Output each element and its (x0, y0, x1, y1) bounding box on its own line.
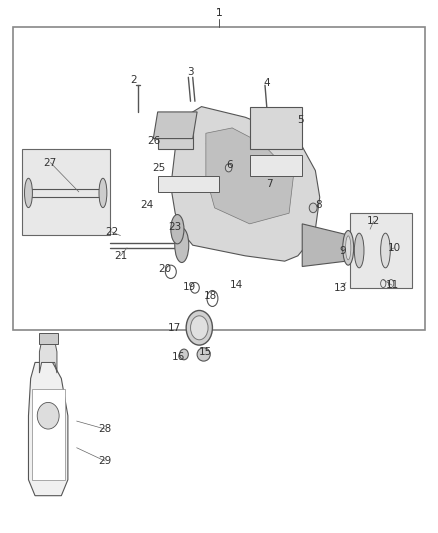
Ellipse shape (197, 348, 210, 361)
FancyBboxPatch shape (22, 149, 110, 235)
Ellipse shape (225, 164, 232, 172)
Text: 5: 5 (297, 115, 304, 125)
Text: 14: 14 (230, 280, 243, 290)
Ellipse shape (191, 316, 208, 340)
Text: 27: 27 (44, 158, 57, 167)
Polygon shape (158, 123, 193, 149)
Text: 20: 20 (159, 264, 172, 274)
Ellipse shape (171, 214, 184, 244)
Ellipse shape (180, 349, 188, 360)
Ellipse shape (354, 233, 364, 268)
Text: 2: 2 (130, 75, 137, 85)
Text: 28: 28 (99, 424, 112, 434)
Text: 25: 25 (152, 163, 166, 173)
Polygon shape (158, 176, 219, 192)
Polygon shape (302, 224, 346, 266)
Ellipse shape (25, 178, 32, 207)
Polygon shape (250, 155, 302, 176)
Ellipse shape (309, 203, 317, 213)
Ellipse shape (343, 230, 354, 265)
Text: 9: 9 (339, 246, 346, 255)
Text: 15: 15 (199, 347, 212, 357)
Text: 1: 1 (215, 9, 223, 18)
Text: 18: 18 (204, 291, 217, 301)
Ellipse shape (346, 236, 351, 260)
Text: 8: 8 (315, 200, 322, 210)
Text: 6: 6 (226, 160, 233, 170)
Ellipse shape (175, 228, 189, 263)
Text: 16: 16 (172, 352, 185, 362)
Text: 23: 23 (169, 222, 182, 231)
Ellipse shape (381, 233, 390, 268)
Text: 11: 11 (385, 280, 399, 290)
Text: 3: 3 (187, 67, 194, 77)
Polygon shape (206, 128, 293, 224)
Text: 22: 22 (105, 227, 118, 237)
Text: 24: 24 (140, 200, 153, 210)
FancyBboxPatch shape (350, 213, 412, 288)
Polygon shape (171, 107, 320, 261)
Polygon shape (28, 362, 68, 496)
Polygon shape (39, 333, 58, 344)
Circle shape (37, 402, 59, 429)
Polygon shape (39, 341, 57, 373)
Text: 17: 17 (168, 323, 181, 333)
Polygon shape (153, 112, 197, 139)
Text: 19: 19 (183, 282, 196, 292)
Text: 12: 12 (367, 216, 380, 226)
Text: 1: 1 (215, 9, 223, 18)
Polygon shape (32, 389, 65, 480)
Text: 13: 13 (334, 283, 347, 293)
Text: 7: 7 (266, 179, 273, 189)
Text: 4: 4 (264, 78, 271, 87)
Ellipse shape (99, 178, 107, 207)
Text: 21: 21 (114, 251, 127, 261)
Ellipse shape (186, 310, 212, 345)
Text: 29: 29 (99, 456, 112, 466)
Polygon shape (250, 107, 302, 149)
Text: 26: 26 (148, 136, 161, 146)
Text: 10: 10 (388, 243, 401, 253)
